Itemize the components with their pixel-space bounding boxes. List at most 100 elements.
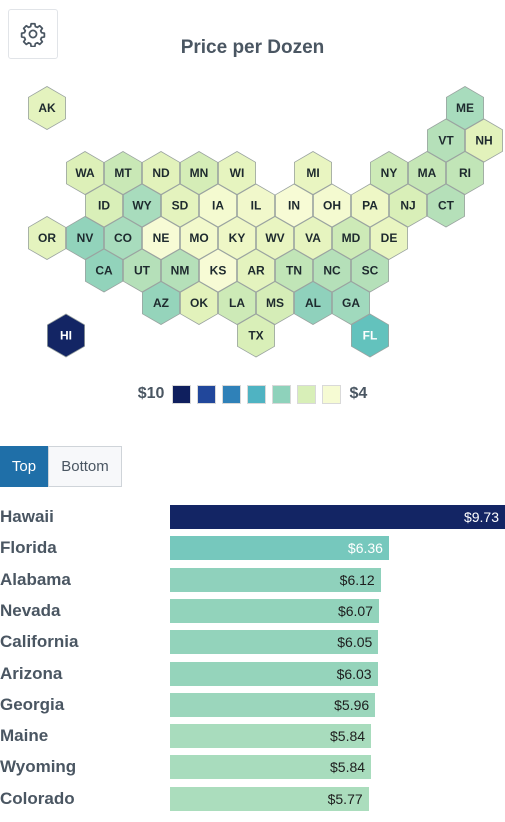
state-label-me: ME xyxy=(456,101,474,115)
state-hex-ky[interactable] xyxy=(217,216,257,260)
state-hex-mn[interactable] xyxy=(179,151,219,195)
state-hex-nc[interactable] xyxy=(312,248,352,293)
state-hex-ri[interactable] xyxy=(445,151,485,195)
bar-row: Georgia $5.96 xyxy=(0,692,505,717)
bar-value-label: $6.03 xyxy=(336,665,372,682)
bar[interactable] xyxy=(170,661,378,686)
state-hex-ma[interactable] xyxy=(407,151,447,195)
state-label-wi: WI xyxy=(230,166,245,180)
bar[interactable] xyxy=(170,536,389,561)
state-hex-az[interactable] xyxy=(141,281,181,325)
bar-category-label: California xyxy=(0,632,79,652)
bar-category-label: Nevada xyxy=(0,600,61,620)
state-hex-al[interactable] xyxy=(293,281,333,325)
state-label-tn: TN xyxy=(286,264,302,278)
bar[interactable] xyxy=(170,724,372,749)
state-hex-wv[interactable] xyxy=(255,216,295,260)
state-hex-tx[interactable] xyxy=(236,313,276,358)
state-label-ct: CT xyxy=(438,199,455,213)
state-hex-wa[interactable] xyxy=(66,151,104,195)
tab-top[interactable]: Top xyxy=(0,446,48,487)
state-label-ga: GA xyxy=(342,296,360,310)
state-hex-sc[interactable] xyxy=(350,248,390,293)
state-hex-nv[interactable] xyxy=(66,216,104,260)
state-hex-wy[interactable] xyxy=(123,183,162,228)
state-hex-nh[interactable] xyxy=(464,118,504,163)
state-label-tx: TX xyxy=(248,329,263,343)
state-label-ri: RI xyxy=(459,166,471,180)
state-label-md: MD xyxy=(342,231,361,245)
settings-button[interactable] xyxy=(8,9,58,59)
legend-swatch-0 xyxy=(172,384,192,404)
bar-value-label: $6.05 xyxy=(337,634,373,651)
state-hex-ne[interactable] xyxy=(141,216,181,260)
state-hex-id[interactable] xyxy=(85,183,123,228)
state-hex-ut[interactable] xyxy=(123,248,162,293)
state-hex-nm[interactable] xyxy=(160,248,200,293)
state-hex-nj[interactable] xyxy=(388,183,428,228)
state-hex-ct[interactable] xyxy=(426,183,466,228)
bar-row: Arizona $6.03 xyxy=(0,661,505,686)
state-hex-la[interactable] xyxy=(217,281,257,325)
state-hex-mi[interactable] xyxy=(293,151,333,195)
bar-category-label: Maine xyxy=(0,726,49,746)
state-hex-ak[interactable] xyxy=(27,86,66,130)
state-hex-sd[interactable] xyxy=(160,183,200,228)
state-hex-ar[interactable] xyxy=(236,248,276,293)
state-hex-ia[interactable] xyxy=(198,183,238,228)
state-label-az: AZ xyxy=(153,296,169,310)
state-label-la: LA xyxy=(229,296,245,310)
state-label-ak: AK xyxy=(38,101,56,115)
bar-category-label: Arizona xyxy=(0,663,63,683)
bar[interactable] xyxy=(170,567,381,592)
state-hex-vt[interactable] xyxy=(426,118,466,163)
state-hex-or[interactable] xyxy=(27,216,66,260)
bar[interactable] xyxy=(170,786,369,811)
bar-row: Colorado $5.77 xyxy=(0,786,505,811)
state-label-nc: NC xyxy=(323,264,341,278)
state-label-mn: MN xyxy=(190,166,209,180)
bar-category-label: Colorado xyxy=(0,788,75,808)
state-hex-pa[interactable] xyxy=(350,183,390,228)
state-hex-in[interactable] xyxy=(274,183,314,228)
state-hex-hi[interactable] xyxy=(47,313,85,358)
bar-row: Alabama $6.12 xyxy=(0,567,505,592)
state-hex-ga[interactable] xyxy=(331,281,371,325)
state-label-wy: WY xyxy=(132,199,151,213)
bar[interactable] xyxy=(170,692,376,717)
state-hex-wi[interactable] xyxy=(217,151,257,195)
state-hex-fl[interactable] xyxy=(350,313,390,358)
legend-swatch-5 xyxy=(297,384,317,404)
bar[interactable] xyxy=(170,505,505,529)
bar-value-label: $6.12 xyxy=(339,571,375,588)
state-hex-ks[interactable] xyxy=(198,248,238,293)
state-hex-co[interactable] xyxy=(104,216,143,260)
state-hex-ok[interactable] xyxy=(179,281,219,325)
state-label-nj: NJ xyxy=(400,199,415,213)
state-hex-ca[interactable] xyxy=(85,248,123,293)
state-hex-tn[interactable] xyxy=(274,248,314,293)
state-hex-me[interactable] xyxy=(445,86,485,130)
state-hex-ms[interactable] xyxy=(255,281,295,325)
state-label-ky: KY xyxy=(229,231,246,245)
state-hex-il[interactable] xyxy=(236,183,276,228)
bar-value-label: $6.36 xyxy=(347,540,383,557)
bar-value-label: $5.84 xyxy=(330,759,366,776)
state-hex-va[interactable] xyxy=(293,216,333,260)
state-label-nh: NH xyxy=(475,134,492,148)
bar[interactable] xyxy=(170,598,379,623)
bar-category-label: Alabama xyxy=(0,569,71,589)
bar[interactable] xyxy=(170,755,372,780)
state-hex-mo[interactable] xyxy=(179,216,219,260)
bar[interactable] xyxy=(170,630,379,655)
state-hex-mt[interactable] xyxy=(104,151,143,195)
state-hex-oh[interactable] xyxy=(312,183,352,228)
state-label-wa: WA xyxy=(75,166,95,180)
state-hex-md[interactable] xyxy=(331,216,371,260)
state-hex-nd[interactable] xyxy=(141,151,181,195)
state-label-oh: OH xyxy=(323,199,341,213)
state-hex-ny[interactable] xyxy=(369,151,409,195)
state-hex-de[interactable] xyxy=(369,216,409,260)
hex-map: AK ME VT NH WA MT ND MN WI MI NY MA RI ID WY SD IA IL IN OH… xyxy=(27,86,504,358)
tab-bottom[interactable]: Bottom xyxy=(48,446,122,487)
